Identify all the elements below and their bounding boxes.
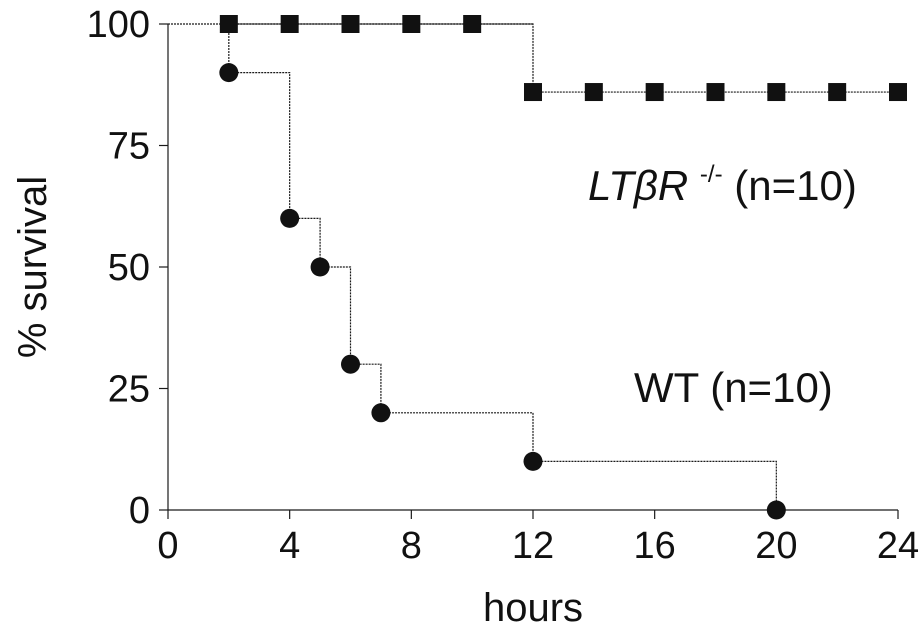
x-tick-label: 24 — [877, 525, 919, 567]
circle-marker — [523, 451, 543, 471]
x-tick-label: 16 — [634, 525, 676, 567]
x-tick-label: 12 — [512, 525, 554, 567]
y-tick-label: 100 — [87, 4, 150, 46]
square-marker — [402, 15, 421, 33]
square-marker — [219, 15, 238, 33]
series-label-wt: WT (n=10) — [634, 364, 833, 411]
x-axis-title: hours — [483, 586, 583, 630]
series-label-ltbr-suffix: (n=10) — [734, 162, 857, 209]
x-ticks: 0 4 8 12 16 20 24 — [157, 510, 919, 567]
y-axis-title: % survival — [11, 176, 55, 358]
square-marker — [889, 83, 907, 102]
square-marker — [584, 83, 603, 102]
square-marker — [524, 83, 542, 102]
circle-marker — [341, 354, 360, 374]
y-tick-label: 25 — [108, 369, 150, 411]
series-label-ltbr-main: LTβR — [588, 162, 688, 209]
y-tick-label: 50 — [108, 247, 150, 289]
circle-marker — [310, 257, 330, 277]
x-tick-label: 4 — [279, 525, 300, 567]
square-marker — [463, 15, 482, 33]
y-ticks: 0 25 50 75 100 — [87, 4, 168, 532]
series-label-ltbr: LTβR -/- (n=10) — [588, 144, 857, 209]
circle-marker — [766, 500, 786, 520]
circle-marker — [280, 208, 300, 228]
square-marker — [706, 83, 725, 102]
circle-marker — [371, 403, 391, 423]
square-marker — [280, 15, 299, 33]
square-marker — [828, 83, 847, 102]
x-tick-label: 8 — [401, 525, 422, 567]
series-label-ltbr-superscript: -/- — [700, 161, 723, 188]
square-marker — [341, 15, 360, 33]
series-markers — [219, 15, 907, 520]
square-marker — [645, 83, 664, 102]
circle-marker — [219, 63, 239, 83]
y-tick-label: 0 — [129, 490, 150, 532]
y-tick-label: 75 — [108, 126, 150, 168]
x-tick-label: 0 — [157, 525, 178, 567]
x-tick-label: 20 — [755, 525, 797, 567]
square-marker — [767, 83, 786, 102]
series-line-ltbr — [228, 23, 898, 93]
